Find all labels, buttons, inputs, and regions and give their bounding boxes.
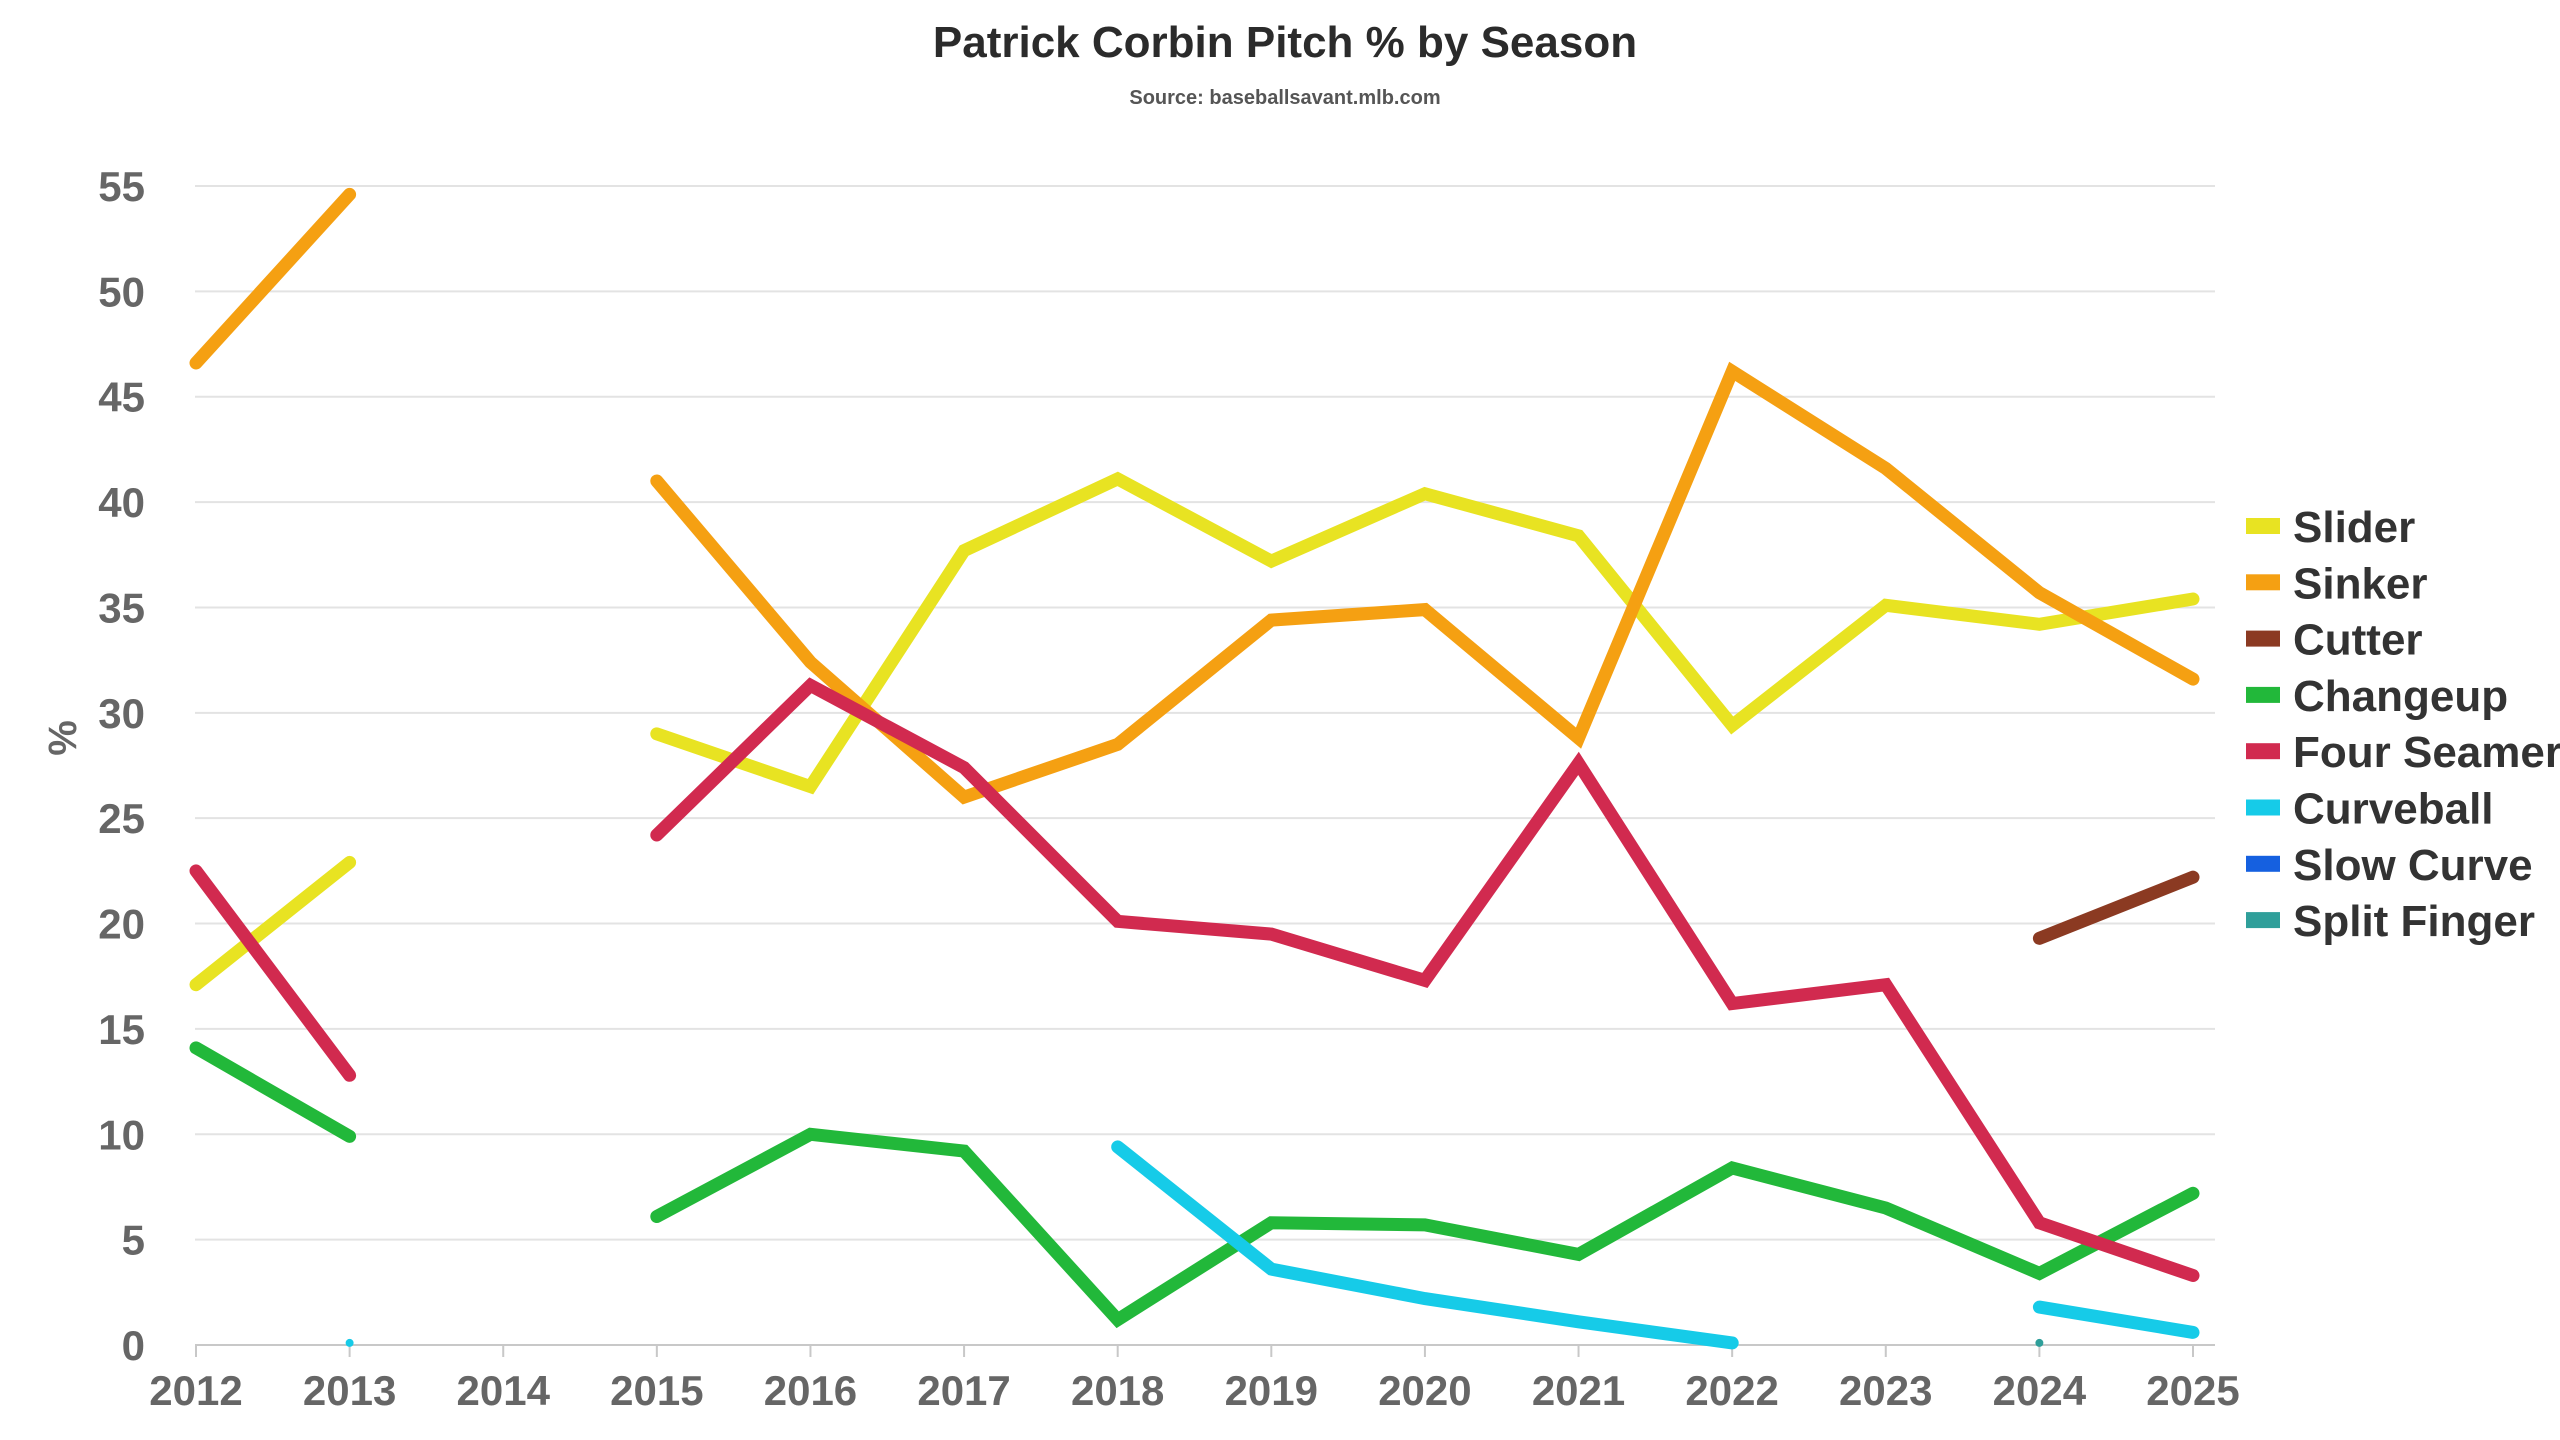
series-line-four-seamer	[189, 864, 357, 1082]
y-tick-label: 15	[98, 1006, 145, 1053]
series-curveball	[345, 1140, 2200, 1350]
series-line-slider	[650, 471, 2200, 795]
legend-item-split-finger: Split Finger	[2246, 897, 2535, 946]
y-tick-label: 10	[98, 1111, 145, 1158]
y-tick-label: 45	[98, 374, 145, 421]
legend-label-four-seamer: Four Seamer	[2293, 728, 2560, 777]
grid	[195, 185, 2215, 1241]
legend-label-curveball: Curveball	[2293, 785, 2494, 834]
y-axis-label: %	[41, 720, 85, 756]
data-point-curveball	[345, 1338, 354, 1347]
x-tick-label: 2023	[1839, 1367, 1932, 1414]
legend-item-changeup: Changeup	[2246, 672, 2508, 721]
y-tick-label: 25	[98, 795, 145, 842]
legend: Slider Sinker Cutter Changeup Four Seamer Cur…	[2246, 503, 2560, 946]
series-line-four-seamer	[650, 677, 2200, 1282]
legend-item-four-seamer: Four Seamer	[2246, 728, 2560, 777]
series-line-sinker	[650, 361, 2200, 805]
x-tick-label: 2021	[1532, 1367, 1625, 1414]
x-tick-label: 2012	[149, 1367, 242, 1414]
legend-label-cutter: Cutter	[2293, 616, 2423, 665]
legend-label-changeup: Changeup	[2293, 672, 2508, 721]
chart-title: Patrick Corbin Pitch % by Season	[933, 18, 1637, 67]
series-line-cutter	[2032, 870, 2200, 945]
x-tick-label: 2017	[917, 1367, 1010, 1414]
x-tick-label: 2022	[1685, 1367, 1778, 1414]
y-tick-label: 35	[98, 584, 145, 631]
legend-swatch-slow-curve	[2246, 855, 2280, 872]
y-tick-labels: 0 5 10 15 20 25 30 35 40 45 50 55	[98, 163, 145, 1369]
legend-swatch-sinker	[2246, 574, 2280, 591]
legend-swatch-cutter	[2246, 630, 2280, 647]
x-tick-label: 2018	[1071, 1367, 1164, 1414]
series-line-changeup	[650, 1127, 2200, 1329]
x-tick-label: 2020	[1378, 1367, 1471, 1414]
legend-label-sinker: Sinker	[2293, 559, 2428, 608]
x-tick-label: 2015	[610, 1367, 703, 1414]
y-tick-label: 30	[98, 690, 145, 737]
series-split-finger	[2035, 1338, 2044, 1347]
series-slider	[189, 471, 2200, 992]
series-cutter	[2032, 870, 2200, 945]
legend-label-split-finger: Split Finger	[2293, 897, 2535, 946]
x-tick-label: 2024	[1993, 1367, 2087, 1414]
series-line-curveball	[1111, 1140, 1739, 1350]
series-line-curveball	[2032, 1300, 2200, 1339]
data-point-split-finger	[2035, 1338, 2044, 1347]
legend-label-slider: Slider	[2293, 503, 2415, 552]
legend-swatch-curveball	[2246, 799, 2280, 816]
series-line-sinker	[189, 187, 357, 370]
chart-subtitle: Source: baseballsavant.mlb.com	[1129, 87, 1440, 109]
legend-swatch-four-seamer	[2246, 743, 2280, 760]
series-line-slider	[189, 855, 357, 992]
x-tick-label: 2025	[2146, 1367, 2239, 1414]
legend-label-slow-curve: Slow Curve	[2293, 841, 2533, 890]
x-tick-label: 2019	[1225, 1367, 1318, 1414]
legend-item-sinker: Sinker	[2246, 559, 2428, 608]
legend-item-cutter: Cutter	[2246, 616, 2423, 665]
y-tick-label: 20	[98, 901, 145, 948]
series-lines	[189, 187, 2200, 1350]
series-four-seamer	[189, 677, 2200, 1282]
y-tick-label: 40	[98, 479, 145, 526]
legend-item-slow-curve: Slow Curve	[2246, 841, 2533, 890]
y-tick-label: 0	[122, 1322, 145, 1369]
legend-swatch-slider	[2246, 518, 2280, 534]
x-axis: 2012 2013 2014 2015 2016 2017 2018 2019 2020 2021…	[149, 1344, 2240, 1414]
legend-swatch-split-finger	[2246, 912, 2280, 929]
x-tick-label: 2016	[764, 1367, 857, 1414]
y-tick-label: 50	[98, 268, 145, 315]
legend-item-curveball: Curveball	[2246, 785, 2494, 834]
legend-item-slider: Slider	[2246, 503, 2415, 552]
x-tick-label: 2013	[303, 1367, 396, 1414]
y-tick-label: 55	[98, 163, 145, 210]
series-changeup	[189, 1041, 2200, 1329]
series-sinker	[189, 187, 2200, 805]
legend-swatch-changeup	[2246, 686, 2280, 703]
x-tick-label: 2014	[457, 1367, 551, 1414]
series-line-changeup	[189, 1041, 357, 1143]
y-tick-label: 5	[122, 1217, 145, 1264]
